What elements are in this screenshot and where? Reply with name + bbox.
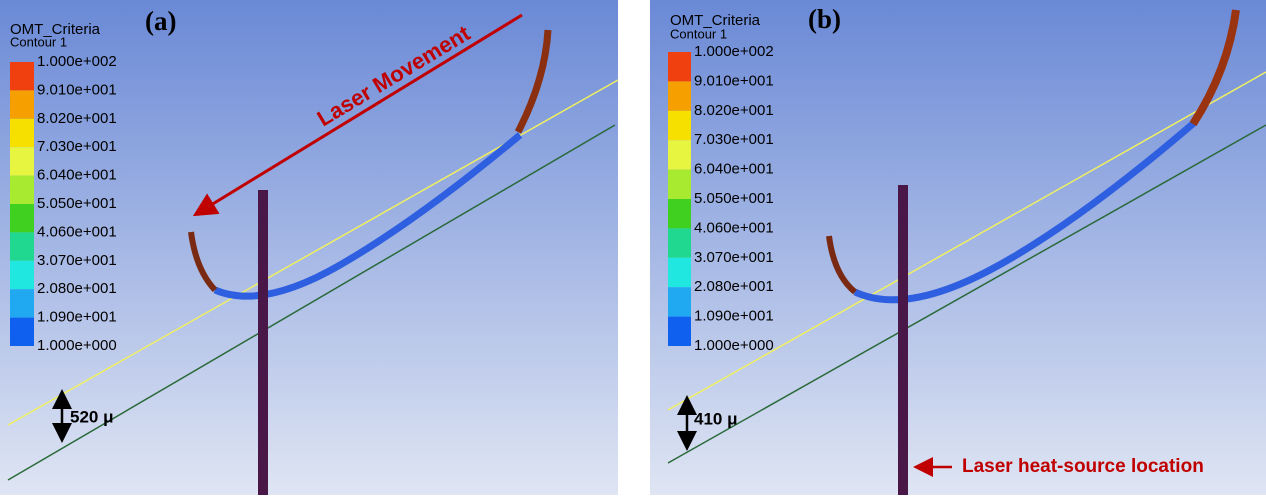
legend-tick-label: 6.040e+001	[694, 161, 774, 178]
laser-bar	[898, 185, 908, 495]
legend-tick-label: 4.060e+001	[694, 219, 774, 236]
legend-tick-label: 7.030e+001	[694, 131, 774, 148]
legend-tick-label: 1.090e+001	[694, 308, 774, 325]
panel-label: (a)	[145, 6, 176, 36]
legend-subtitle: Contour 1	[10, 34, 67, 49]
color-band	[668, 140, 691, 169]
color-band	[668, 170, 691, 199]
legend-subtitle: Contour 1	[670, 26, 727, 41]
color-band	[668, 81, 691, 110]
color-band	[10, 204, 34, 232]
annotation: 520 μ	[70, 407, 114, 426]
color-band	[10, 318, 34, 346]
figure: Laser Movement 520 μ (a) OMT_Criteria Co…	[0, 0, 1266, 495]
legend-tick-label: 5.050e+001	[37, 195, 117, 212]
color-band	[668, 317, 691, 346]
color-band	[668, 199, 691, 228]
color-band	[10, 289, 34, 317]
color-band	[10, 62, 34, 90]
color-band	[10, 119, 34, 147]
legend-tick-label: 1.000e+002	[694, 43, 774, 60]
laser-bar	[258, 190, 268, 495]
legend-tick-label: 3.070e+001	[37, 252, 117, 269]
legend-tick-label: 6.040e+001	[37, 167, 117, 184]
legend-tick-label: 1.090e+001	[37, 309, 117, 326]
legend-tick-label: 3.070e+001	[694, 249, 774, 266]
color-band	[668, 52, 691, 81]
color-band	[668, 258, 691, 287]
annotation: Laser heat-source location	[962, 456, 1204, 477]
legend-tick-label: 9.010e+001	[694, 72, 774, 89]
panel-a: Laser Movement 520 μ (a) OMT_Criteria Co…	[0, 0, 618, 495]
color-band	[10, 232, 34, 260]
color-band	[10, 176, 34, 204]
legend-tick-label: 1.000e+002	[37, 53, 117, 70]
panel-label: (b)	[808, 4, 841, 34]
color-band	[10, 261, 34, 289]
legend-tick-label: 2.080e+001	[37, 280, 117, 297]
legend-tick-label: 2.080e+001	[694, 278, 774, 295]
legend-tick-label: 8.020e+001	[37, 110, 117, 127]
legend-tick-label: 5.050e+001	[694, 190, 774, 207]
color-band	[668, 228, 691, 257]
legend-tick-label: 9.010e+001	[37, 81, 117, 98]
legend-tick-label: 1.000e+000	[694, 337, 774, 354]
annotation: 410 μ	[694, 409, 738, 428]
color-band	[668, 111, 691, 140]
legend-tick-label: 7.030e+001	[37, 138, 117, 155]
color-band	[10, 147, 34, 175]
legend-tick-label: 8.020e+001	[694, 102, 774, 119]
color-band	[668, 287, 691, 316]
color-band	[10, 90, 34, 118]
legend-tick-label: 1.000e+000	[37, 337, 117, 354]
legend-tick-label: 4.060e+001	[37, 223, 117, 240]
